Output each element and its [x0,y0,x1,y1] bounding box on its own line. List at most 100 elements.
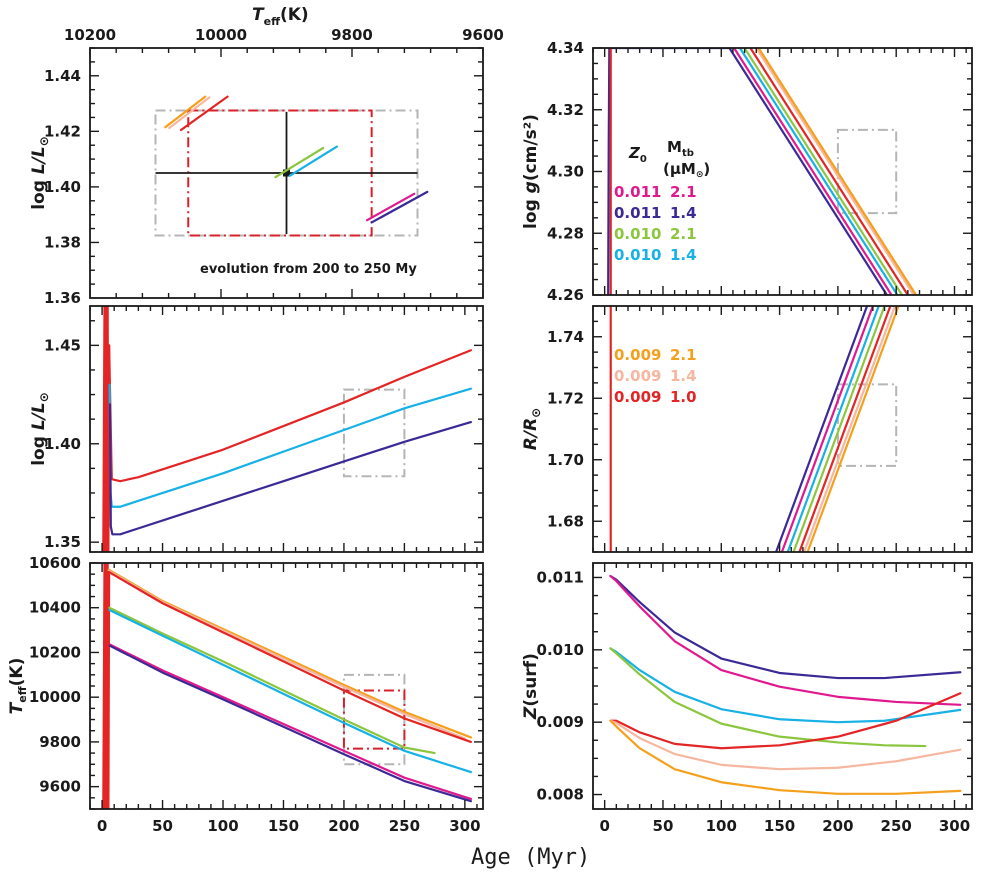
radius-series-2 [786,306,880,552]
logl-ytick-label: 1.40 [44,435,81,453]
hr-ytick-label: 1.38 [44,233,81,251]
hr-top-axis-label: Teff(K) [252,5,309,28]
teff-series-1 [107,568,473,739]
logg-series-5 [755,48,915,295]
legend-header-m: Mtb [667,138,694,159]
zsurf-xtick-label: 50 [653,817,674,835]
hr-series-6 [370,190,429,224]
teff-series-6 [108,643,473,801]
hr-y-axis-label: log L/L⊙ [29,136,51,210]
zsurf-xtick-label: 150 [764,817,795,835]
teff-ytick-label: 9800 [39,733,81,751]
radius-series-4 [798,306,892,552]
legend-top-row-z-0: 0.011 [614,183,661,201]
x-axis-label: Age (Myr) [471,845,590,870]
zsurf-xtick-label: 250 [881,817,912,835]
legend-top-row-m-3: 1.4 [670,246,697,264]
teff-ytick-label: 10000 [29,688,81,706]
logg-plot-area [607,48,918,295]
radius-series-6 [806,306,900,552]
zsurf-series-1 [609,574,962,706]
logg-series-3 [743,48,904,295]
teff-ytick-label: 10200 [29,643,81,661]
zsurf-series-4 [609,692,962,750]
legend-bottom-row-z-2: 0.009 [614,388,661,406]
hr-ytick-label: 1.40 [44,178,81,196]
hr-series-1 [168,96,211,130]
hr-series-2 [179,95,229,132]
radius-series-3 [792,306,886,552]
teff-xtick-label: 150 [268,817,299,835]
legend-bottom: 0.009 2.1 0.009 1.4 0.009 1.0 [614,346,697,406]
logl-frame [89,305,484,553]
legend-top-row-m-2: 2.1 [670,225,697,243]
hr-xtick-label: 10000 [195,26,247,44]
teff-y-axis-label: Teff(K) [7,658,29,715]
hr-ytick-label: 1.44 [44,67,81,85]
logl-series-3 [108,403,473,536]
panel-teff: 9600 9800 10000 10200 10400 10600 0 50 100 150 200… [7,554,484,835]
hr-series-5 [365,192,416,222]
logg-ytick-label: 4.32 [547,101,584,119]
hr-annotation: evolution from 200 to 250 My [200,262,417,277]
errorbar-point [283,169,290,177]
panel-zsurf: 0.008 0.009 0.010 0.011 0 50 100 150 200 250 300 Z(… [521,562,973,835]
teff-plot-area [102,563,473,809]
hr-series-0 [164,95,207,129]
zsurf-y-axis-label: Z(surf) [521,653,541,720]
radius-ytick-label: 1.72 [547,389,584,407]
zsurf-ytick-label: 0.010 [537,641,584,659]
zsurf-series-2 [609,647,962,724]
zsurf-xtick-label: 300 [939,817,970,835]
legend-bottom-row-z-0: 0.009 [614,346,661,364]
logl-plot-area [102,306,473,552]
legend-bottom-row-m-2: 1.0 [670,388,697,406]
teff-frame [89,562,484,810]
logg-y-axis-label: log g(cm/s²) [521,114,541,229]
radius-ytick-label: 1.74 [547,328,584,346]
logl-series-0 [102,306,111,552]
hr-xtick-label: 9800 [331,26,373,44]
logg-ytick-label: 4.30 [547,163,584,181]
zsurf-ytick-label: 0.009 [537,713,584,731]
panel-radius: 1.68 1.70 1.72 1.74 R/R⊙ [521,305,973,553]
hr-series-3 [274,146,325,179]
logg-series-4 [749,48,909,295]
zsurf-ytick-label: 0.011 [537,568,584,586]
logl-box-0 [342,388,406,478]
legend-top-row-z-2: 0.010 [614,225,661,243]
hr-plot-area [154,95,429,237]
zsurf-xtick-label: 100 [706,817,737,835]
teff-series-7 [108,644,473,803]
zsurf-ytick-label: 0.008 [537,786,584,804]
legend-top-row-m-1: 1.4 [670,204,697,222]
teff-xtick-label: 0 [97,817,107,835]
logg-ytick-label: 4.28 [547,224,584,242]
zsurf-series-5 [609,719,962,771]
logl-ytick-label: 1.45 [44,336,81,354]
teff-ytick-label: 9600 [39,778,81,796]
legend-header-unit: (μM⊙) [663,160,710,180]
panel-hr: 1.36 1.38 1.40 1.42 1.44 10200 10000 9800 9600 lo… [29,26,504,307]
teff-series-5 [108,608,473,774]
logg-series-0 [607,48,888,295]
teff-series-4 [108,606,436,755]
logl-series-2 [108,383,473,508]
legend-bottom-row-m-1: 1.4 [670,367,697,385]
teff-ytick-label: 10600 [29,554,81,572]
zsurf-plot-area [609,574,962,795]
teff-xtick-label: 100 [207,817,238,835]
radius-ytick-label: 1.68 [547,512,584,530]
teff-xtick-label: 200 [328,817,359,835]
teff-xtick-label: 50 [152,817,173,835]
radius-series-1 [780,306,874,552]
zsurf-xtick-label: 200 [822,817,853,835]
hr-xtick-label: 10200 [64,26,116,44]
radius-y-axis-label: R/R⊙ [521,408,543,450]
zsurf-series-3 [609,647,927,748]
logg-ytick-label: 4.26 [547,286,584,304]
teff-xtick-label: 300 [449,817,480,835]
teff-ytick-label: 10400 [29,599,81,617]
